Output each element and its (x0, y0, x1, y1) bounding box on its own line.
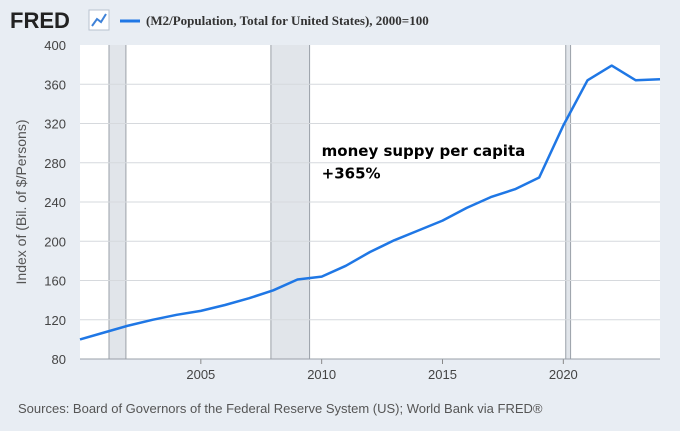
y-tick-label: 400 (44, 38, 66, 53)
x-tick-label: 2020 (549, 367, 578, 382)
chart-annotation: money suppy per capita (322, 142, 526, 160)
x-tick-label: 2015 (428, 367, 457, 382)
legend-label: (M2/Population, Total for United States)… (146, 13, 429, 28)
y-tick-label: 160 (44, 274, 66, 289)
chart-annotation: +365% (322, 164, 381, 182)
y-tick-label: 120 (44, 313, 66, 328)
y-tick-label: 80 (52, 352, 66, 367)
source-note: Sources: Board of Governors of the Feder… (18, 401, 543, 416)
x-tick-label: 2005 (186, 367, 215, 382)
y-tick-label: 320 (44, 117, 66, 132)
y-tick-label: 360 (44, 77, 66, 92)
trend-line-icon (88, 9, 110, 31)
y-tick-label: 240 (44, 195, 66, 210)
y-axis-title: Index of (Bil. of $/Persons) (13, 120, 29, 285)
series-line (79, 64, 661, 341)
y-tick-label: 280 (44, 156, 66, 171)
y-tick-label: 200 (44, 234, 66, 249)
fred-logo: FRED (10, 8, 70, 33)
x-tick-label: 2010 (307, 367, 336, 382)
